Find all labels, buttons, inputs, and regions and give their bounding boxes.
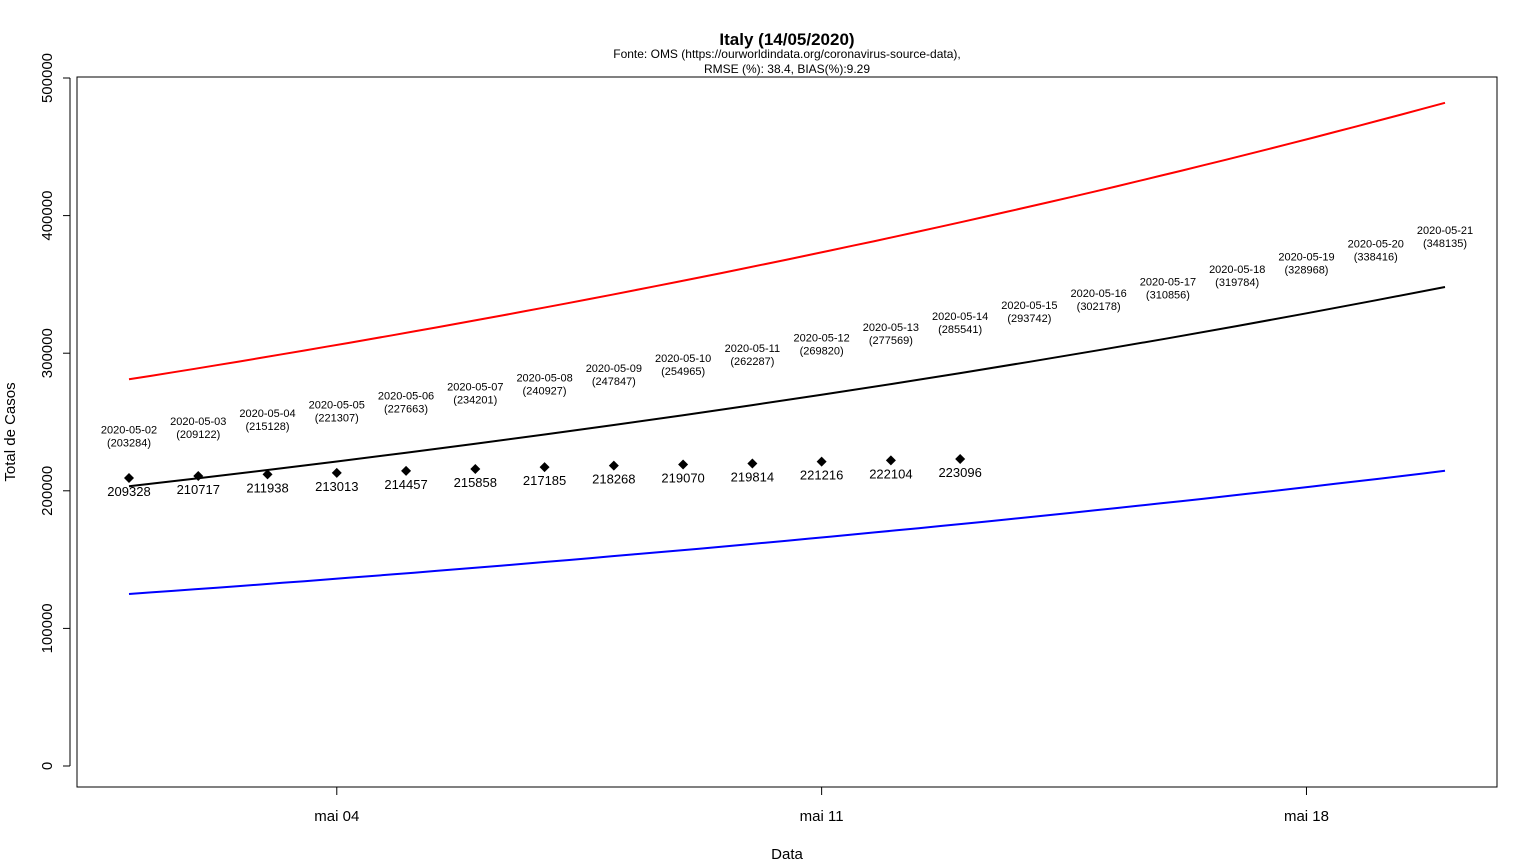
observed-point: [331, 467, 342, 478]
predicted-date-label: 2020-05-03: [170, 416, 226, 428]
y-tick-label: 500000: [39, 53, 56, 103]
predicted-date-label: 2020-05-02: [101, 424, 157, 436]
plot-border: [76, 76, 1498, 788]
y-axis-label: Total de Casos: [2, 382, 19, 481]
observed-value-label: 219070: [661, 471, 704, 486]
predicted-value-label: (234201): [453, 395, 497, 407]
predicted-value-label: (247847): [592, 376, 636, 388]
predicted-date-label: 2020-05-08: [516, 372, 572, 384]
plot-frame: [76, 76, 1498, 788]
predicted-value-label: (338416): [1354, 251, 1398, 263]
predicted-value-label: (293742): [1007, 313, 1051, 325]
x-tick-label: mai 04: [314, 808, 359, 825]
predicted-date-label: 2020-05-13: [863, 322, 919, 334]
x-tick-label: mai 11: [800, 808, 844, 825]
predicted-value-label: (348135): [1423, 238, 1467, 250]
predicted-value-label: (221307): [315, 412, 359, 424]
predicted-date-label: 2020-05-09: [586, 363, 642, 375]
observed-point: [193, 471, 204, 482]
y-tick-label: 0: [39, 762, 56, 770]
predicted-value-label: (215128): [246, 421, 290, 433]
observed-point: [608, 460, 619, 471]
observed-value-label: 217185: [523, 473, 566, 488]
predicted-date-label: 2020-05-19: [1278, 251, 1334, 263]
predicted-date-label: 2020-05-06: [378, 391, 434, 403]
observed-point: [816, 456, 827, 467]
predicted-value-label: (240927): [523, 385, 567, 397]
predicted-date-label: 2020-05-10: [655, 353, 711, 365]
observed-points: [124, 454, 966, 483]
predicted-date-label: 2020-05-04: [239, 408, 295, 420]
series-lines: [128, 101, 1446, 595]
y-axis: 0 100000 200000 300000 400000 500000: [39, 53, 71, 770]
predicted-date-label: 2020-05-11: [725, 343, 780, 355]
predicted-value-label: (269820): [800, 346, 844, 358]
y-tick-label: 200000: [39, 466, 56, 516]
observed-value-label: 218268: [592, 472, 635, 487]
observed-labels: 209328 210717 211938 213013 214457 215858 2171…: [107, 465, 982, 499]
lower-bound-line: [128, 469, 1446, 595]
predicted-date-label: 2020-05-07: [447, 382, 503, 394]
predicted-value-label: (319784): [1215, 277, 1259, 289]
observed-point: [955, 454, 966, 465]
y-tick-label: 400000: [39, 191, 56, 241]
chart-subtitle-source: Fonte: OMS (https://ourworldindata.org/c…: [613, 47, 960, 61]
predicted-date-label: 2020-05-16: [1071, 288, 1127, 300]
upper-bound-line: [128, 101, 1446, 381]
predicted-value-label: (227663): [384, 404, 428, 416]
chart-title: Italy (14/05/2020): [719, 30, 854, 49]
predicted-date-label: 2020-05-12: [793, 333, 849, 345]
predicted-date-label: 2020-05-18: [1209, 264, 1265, 276]
observed-value-label: 210717: [177, 482, 220, 497]
predicted-value-label: (310856): [1146, 289, 1190, 301]
x-axis: mai 04 mai 11 mai 18: [314, 786, 1329, 825]
predicted-date-label: 2020-05-21: [1417, 225, 1473, 237]
observed-point: [678, 459, 689, 470]
predicted-value-label: (328968): [1284, 264, 1328, 276]
chart-subtitle-metrics: RMSE (%): 38.4, BIAS(%):9.29: [704, 62, 870, 76]
observed-value-label: 214457: [384, 477, 427, 492]
y-tick-label: 300000: [39, 328, 56, 378]
predicted-value-label: (277569): [869, 335, 913, 347]
predicted-date-label: 2020-05-05: [309, 399, 365, 411]
predicted-value-label: (209122): [176, 429, 220, 441]
observed-value-label: 211938: [246, 480, 288, 495]
observed-point: [539, 462, 550, 473]
predicted-date-label: 2020-05-15: [1001, 300, 1057, 312]
observed-value-label: 222104: [869, 466, 912, 481]
observed-point: [124, 472, 134, 483]
observed-point: [747, 458, 758, 469]
observed-value-label: 223096: [938, 465, 981, 480]
observed-value-label: 219814: [731, 470, 774, 485]
predicted-date-label: 2020-05-14: [932, 311, 988, 323]
observed-value-label: 221216: [800, 468, 843, 483]
observed-value-label: 215858: [454, 475, 497, 490]
x-tick-label: mai 18: [1284, 808, 1329, 825]
y-tick-label: 100000: [39, 603, 56, 653]
predicted-value-label: (262287): [730, 356, 774, 368]
observed-point: [401, 465, 412, 476]
predicted-date-label: 2020-05-20: [1348, 238, 1404, 250]
observed-point: [470, 463, 481, 474]
predicted-value-label: (302178): [1077, 301, 1121, 313]
predicted-value-label: (285541): [938, 324, 982, 336]
predicted-line: [128, 286, 1446, 488]
predicted-value-label: (203284): [107, 437, 151, 449]
observed-point: [262, 469, 273, 480]
observed-value-label: 209328: [107, 484, 150, 499]
observed-point: [885, 455, 896, 466]
predicted-labels: 2020-05-02(203284) 2020-05-03(209122) 2020…: [101, 225, 1473, 449]
x-axis-label: Data: [771, 846, 803, 863]
predicted-value-label: (254965): [661, 366, 705, 378]
predicted-date-label: 2020-05-17: [1140, 276, 1196, 288]
observed-value-label: 213013: [315, 479, 358, 494]
